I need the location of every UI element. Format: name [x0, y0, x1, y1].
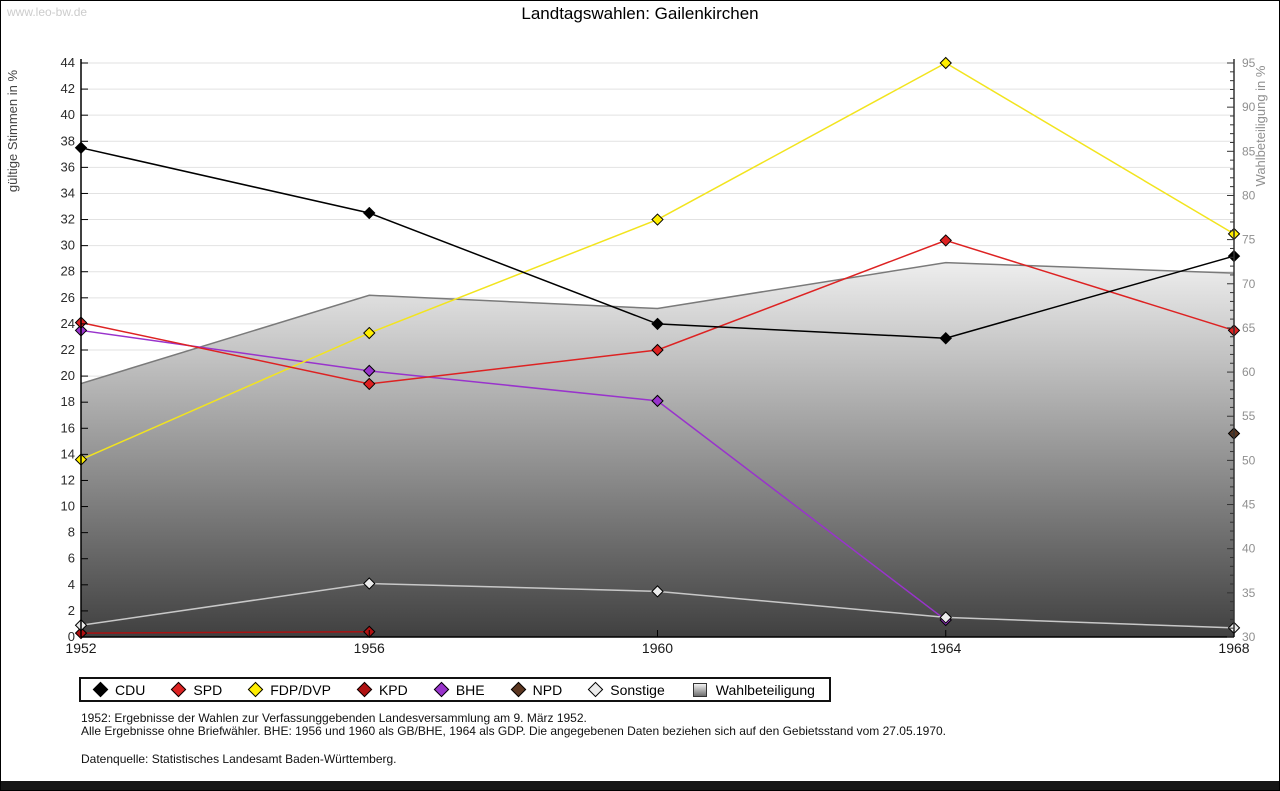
footnote-line-1: 1952: Ergebnisse der Wahlen zur Verfassu…: [81, 711, 587, 725]
watermark: www.leo-bw.de: [7, 5, 88, 19]
svg-text:22: 22: [61, 342, 75, 357]
svg-text:6: 6: [68, 551, 75, 566]
svg-text:28: 28: [61, 264, 75, 279]
svg-text:34: 34: [61, 185, 75, 200]
legend-label: KPD: [378, 681, 408, 698]
legend-item-spd: SPD: [171, 681, 223, 698]
svg-text:16: 16: [61, 420, 75, 435]
svg-text:26: 26: [61, 290, 75, 305]
svg-text:36: 36: [61, 159, 75, 174]
svg-text:75: 75: [1242, 233, 1256, 247]
legend-label: Sonstige: [610, 681, 665, 698]
series-Sonstige: [74, 577, 1241, 635]
legend-swatch-diamond: [433, 681, 450, 698]
svg-text:90: 90: [1242, 100, 1256, 114]
legend-label: FDP/DVP: [270, 681, 331, 698]
page-title: Landtagswahlen: Gailenkirchen: [521, 4, 759, 23]
svg-text:30: 30: [61, 238, 75, 253]
legend-swatch-square: [692, 682, 707, 697]
axes: 0246810121416182022242628303234363840424…: [5, 55, 1268, 656]
legend-item-cdu: CDU: [92, 681, 146, 698]
svg-text:50: 50: [1242, 453, 1256, 467]
svg-text:1964: 1964: [930, 640, 961, 656]
svg-text:0: 0: [68, 629, 75, 644]
svg-text:35: 35: [1242, 586, 1256, 600]
footnotes: 1952: Ergebnisse der Wahlen zur Verfassu…: [81, 712, 946, 738]
svg-text:60: 60: [1242, 365, 1256, 379]
svg-text:1956: 1956: [354, 640, 385, 656]
svg-text:24: 24: [61, 316, 75, 331]
svg-text:2: 2: [68, 603, 75, 618]
svg-text:1952: 1952: [65, 640, 96, 656]
svg-text:20: 20: [61, 368, 75, 383]
svg-text:55: 55: [1242, 409, 1256, 423]
svg-text:95: 95: [1242, 56, 1256, 70]
svg-text:80: 80: [1242, 188, 1256, 202]
legend-swatch-diamond: [356, 681, 373, 698]
legend-swatch-diamond: [510, 681, 526, 698]
legend-label: Wahlbeteiligung: [715, 681, 815, 698]
legend-label: CDU: [115, 681, 146, 698]
svg-text:14: 14: [61, 446, 75, 461]
svg-text:65: 65: [1242, 321, 1256, 335]
svg-text:40: 40: [1242, 542, 1256, 556]
svg-text:4: 4: [68, 577, 75, 592]
legend-swatch-diamond: [247, 681, 264, 698]
legend-item-npd: NPD: [510, 681, 563, 698]
svg-text:10: 10: [61, 499, 75, 514]
legend-label: NPD: [532, 681, 563, 698]
legend-item-bhe: BHE: [433, 681, 485, 698]
series-FDP-DVP: [74, 56, 1241, 466]
legend-item-wahlbeteiligung: Wahlbeteiligung: [692, 681, 815, 698]
svg-text:42: 42: [61, 81, 75, 96]
left-axis-title: gültige Stimmen in %: [5, 70, 20, 193]
series-CDU: [74, 141, 1241, 345]
svg-text:38: 38: [61, 133, 75, 148]
right-axis-title: Wahlbeteiligung in %: [1253, 65, 1268, 186]
svg-text:1968: 1968: [1218, 640, 1249, 656]
svg-text:32: 32: [61, 212, 75, 227]
svg-text:70: 70: [1242, 277, 1256, 291]
footnote-line-2: Alle Ergebnisse ohne Briefwähler. BHE: 1…: [81, 724, 947, 738]
legend-item-kpd: KPD: [356, 681, 408, 698]
svg-text:8: 8: [68, 525, 75, 540]
footnote-source: Datenquelle: Statistisches Landesamt Bad…: [81, 752, 397, 766]
legend: CDU SPD FDP/DVP KPD BHE NPD Sonstige Wahlbeteil…: [79, 677, 831, 702]
svg-text:18: 18: [61, 394, 75, 409]
legend-item-fdp-dvp: FDP/DVP: [247, 681, 331, 698]
legend-swatch-diamond: [92, 681, 109, 698]
svg-text:1960: 1960: [642, 640, 673, 656]
legend-swatch-diamond: [171, 681, 187, 698]
svg-text:45: 45: [1242, 498, 1256, 512]
svg-text:30: 30: [1242, 630, 1256, 644]
series-Wahlbeteiligung: [80, 261, 1235, 637]
svg-text:40: 40: [61, 107, 75, 122]
svg-text:12: 12: [61, 472, 75, 487]
legend-swatch-diamond: [587, 681, 604, 698]
legend-item-sonstige: Sonstige: [587, 681, 665, 698]
svg-text:85: 85: [1242, 144, 1256, 158]
bottom-bar: [1, 781, 1279, 790]
legend-label: BHE: [455, 681, 485, 698]
legend-label: SPD: [193, 681, 223, 698]
svg-text:44: 44: [61, 55, 75, 70]
